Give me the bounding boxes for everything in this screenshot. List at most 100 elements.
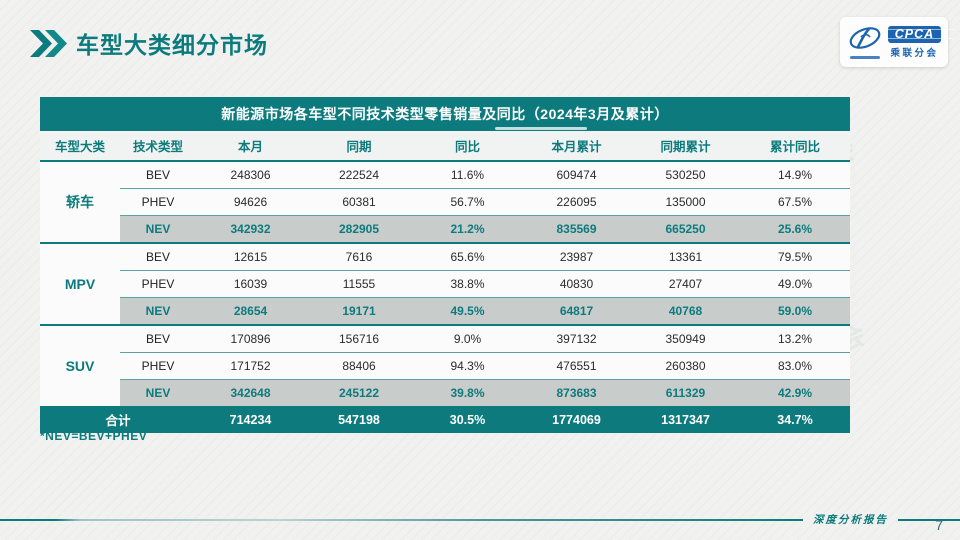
cell-prev-cum: 611329 bbox=[631, 379, 740, 406]
cell-prev-cum: 40768 bbox=[631, 297, 740, 325]
cell-cum: 873683 bbox=[522, 379, 631, 406]
table-row-nev: NEV 28654 19171 49.5% 64817 40768 59.0% bbox=[40, 297, 850, 325]
cell-prev: 60381 bbox=[305, 188, 413, 216]
logo-org-name: 乘联分会 bbox=[890, 47, 939, 59]
table-row: PHEV 94626 60381 56.7% 226095 135000 67.… bbox=[40, 188, 850, 216]
page-number: 7 bbox=[935, 517, 943, 533]
col-header: 本月 bbox=[196, 131, 305, 162]
cell-month: 171752 bbox=[196, 352, 305, 380]
cell-cum: 23987 bbox=[522, 242, 631, 271]
cell-cum-yoy: 14.9% bbox=[740, 161, 850, 189]
header-row: 车型大类 技术类型 本月 同期 同比 本月累计 同期累计 累计同比 bbox=[40, 131, 850, 162]
cell-prev-cum: 135000 bbox=[631, 188, 740, 216]
cell-cum: 397132 bbox=[522, 324, 631, 353]
footer-rule-left bbox=[0, 518, 803, 521]
cell-month: 28654 bbox=[196, 297, 305, 325]
cell-month: 342932 bbox=[196, 215, 305, 243]
table-row-nev: NEV 342932 282905 21.2% 835569 665250 25… bbox=[40, 215, 850, 243]
title-underline bbox=[495, 127, 587, 130]
cell-month: 714234 bbox=[196, 406, 305, 433]
cell-yoy: 38.8% bbox=[413, 270, 522, 298]
tech-type: PHEV bbox=[120, 188, 196, 216]
cell-yoy: 21.2% bbox=[413, 215, 522, 243]
cpca-logo: CPCA 乘联分会 bbox=[840, 17, 955, 67]
cell-cum: 835569 bbox=[522, 215, 631, 243]
cell-month: 170896 bbox=[196, 324, 305, 353]
tech-type: PHEV bbox=[120, 352, 196, 380]
cell-prev-cum: 665250 bbox=[631, 215, 740, 243]
cell-month: 248306 bbox=[196, 161, 305, 189]
footer-report-label: 深度分析报告 bbox=[813, 514, 888, 526]
category-label: 轿车 bbox=[40, 161, 120, 243]
table-title-bar: 新能源市场各车型不同技术类型零售销量及同比（2024年3月及累计） bbox=[40, 97, 850, 131]
cell-cum-yoy: 13.2% bbox=[740, 324, 850, 353]
cell-month: 342648 bbox=[196, 379, 305, 406]
tech-type: PHEV bbox=[120, 270, 196, 298]
logo-flourish bbox=[849, 56, 880, 59]
page-title: 车型大类细分市场 bbox=[76, 32, 268, 58]
tech-type: NEV bbox=[120, 215, 196, 243]
cell-cum-yoy: 59.0% bbox=[740, 297, 850, 325]
category-label: MPV bbox=[40, 242, 120, 325]
cell-cum: 226095 bbox=[522, 188, 631, 216]
cell-cum-yoy: 83.0% bbox=[740, 352, 850, 380]
col-header: 同比 bbox=[413, 131, 522, 162]
cell-yoy: 9.0% bbox=[413, 324, 522, 353]
cell-cum: 40830 bbox=[522, 270, 631, 298]
cell-prev: 7616 bbox=[305, 242, 413, 271]
total-label: 合计 bbox=[40, 406, 196, 433]
tech-type: BEV bbox=[120, 324, 196, 353]
cell-cum-yoy: 49.0% bbox=[740, 270, 850, 298]
table-title: 新能源市场各车型不同技术类型零售销量及同比（2024年3月及累计） bbox=[221, 106, 669, 122]
footer-rule-right bbox=[898, 518, 960, 521]
table-row: PHEV 171752 88406 94.3% 476551 260380 83… bbox=[40, 352, 850, 380]
total-row: 合计 714234 547198 30.5% 1774069 1317347 3… bbox=[40, 406, 850, 433]
data-table: 车型大类 技术类型 本月 同期 同比 本月累计 同期累计 累计同比 轿车 BEV… bbox=[40, 131, 850, 433]
col-header: 本月累计 bbox=[522, 131, 631, 162]
col-header: 累计同比 bbox=[740, 131, 850, 162]
cell-cum-yoy: 42.9% bbox=[740, 379, 850, 406]
cell-prev: 222524 bbox=[305, 161, 413, 189]
category-label: SUV bbox=[40, 324, 120, 406]
cell-prev: 282905 bbox=[305, 215, 413, 243]
cell-cum-yoy: 79.5% bbox=[740, 242, 850, 271]
cell-cum-yoy: 67.5% bbox=[740, 188, 850, 216]
cell-cum-yoy: 34.7% bbox=[740, 406, 850, 433]
cell-yoy: 11.6% bbox=[413, 161, 522, 189]
col-header: 车型大类 bbox=[40, 131, 120, 162]
tech-type: NEV bbox=[120, 297, 196, 325]
cell-month: 16039 bbox=[196, 270, 305, 298]
footnote: *NEV=BEV+PHEV bbox=[40, 429, 148, 443]
cell-prev: 156716 bbox=[305, 324, 413, 353]
cell-cum: 476551 bbox=[522, 352, 631, 380]
cell-yoy: 30.5% bbox=[413, 406, 522, 433]
table-row-nev: NEV 342648 245122 39.8% 873683 611329 42… bbox=[40, 379, 850, 406]
cell-cum: 1774069 bbox=[522, 406, 631, 433]
table-row: 轿车 BEV 248306 222524 11.6% 609474 530250… bbox=[40, 161, 850, 243]
cell-prev: 11555 bbox=[305, 270, 413, 298]
cell-prev-cum: 13361 bbox=[631, 242, 740, 271]
cell-month: 12615 bbox=[196, 242, 305, 271]
cell-prev-cum: 260380 bbox=[631, 352, 740, 380]
cell-yoy: 65.6% bbox=[413, 242, 522, 271]
cell-yoy: 56.7% bbox=[413, 188, 522, 216]
cell-yoy: 39.8% bbox=[413, 379, 522, 406]
market-table: 新能源市场各车型不同技术类型零售销量及同比（2024年3月及累计） 车型大类 技… bbox=[40, 97, 850, 433]
tech-type: BEV bbox=[120, 161, 196, 189]
col-header: 技术类型 bbox=[120, 131, 196, 162]
col-header: 同期累计 bbox=[631, 131, 740, 162]
cell-prev: 547198 bbox=[305, 406, 413, 433]
tech-type: BEV bbox=[120, 242, 196, 271]
double-chevron-icon bbox=[30, 29, 67, 57]
cell-prev-cum: 530250 bbox=[631, 161, 740, 189]
cpca-wordmark: CPCA bbox=[883, 25, 955, 43]
cell-cum: 609474 bbox=[522, 161, 631, 189]
cell-prev-cum: 350949 bbox=[631, 324, 740, 353]
cell-month: 94626 bbox=[196, 188, 305, 216]
cell-yoy: 94.3% bbox=[413, 352, 522, 380]
cell-cum: 64817 bbox=[522, 297, 631, 325]
cell-prev: 19171 bbox=[305, 297, 413, 325]
table-row: MPV BEV 12615 7616 65.6% 23987 13361 79.… bbox=[40, 242, 850, 325]
page-header: 车型大类细分市场 bbox=[30, 26, 268, 60]
